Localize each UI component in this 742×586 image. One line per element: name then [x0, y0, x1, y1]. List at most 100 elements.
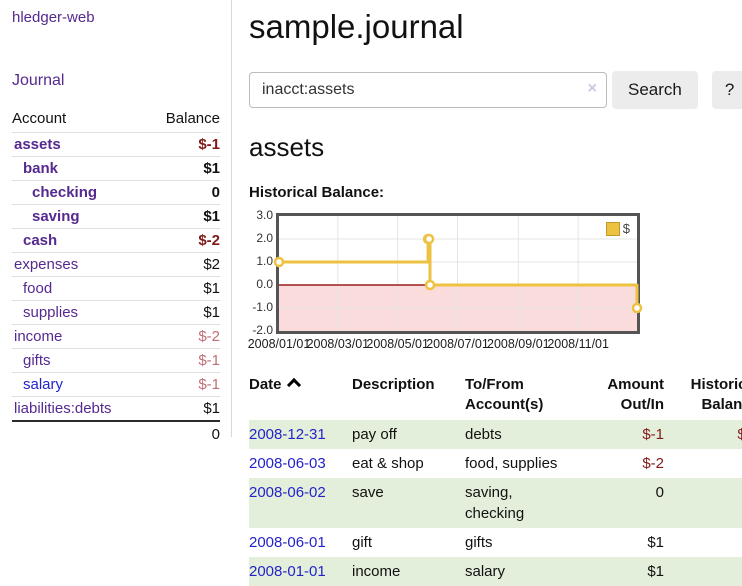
transaction-amount: $-1 [642, 426, 664, 443]
account-link-liabilities-debts[interactable]: liabilities:debts [14, 400, 112, 417]
account-row: liabilities:debts $1 [12, 396, 220, 421]
transaction-date-link[interactable]: 2008-06-02 [249, 484, 326, 501]
register-header-historical-balance: Historical Balance [664, 373, 742, 420]
account-link-bank[interactable]: bank [23, 160, 59, 177]
transaction-accounts: saving, checking [465, 478, 585, 528]
account-row: food $1 [12, 276, 220, 301]
account-link-supplies[interactable]: supplies [23, 304, 79, 321]
accounts-table: Account Balance assets $-1 bank $1 checking 0… [12, 107, 220, 447]
register-header-date[interactable]: Date [249, 373, 352, 420]
account-row: supplies $1 [12, 300, 220, 325]
transaction-description: gift [352, 534, 373, 551]
account-balance: $1 [146, 300, 220, 325]
account-name: debts [465, 426, 502, 443]
clear-search-icon[interactable]: × [587, 80, 597, 97]
account-link-assets[interactable]: assets [14, 136, 61, 153]
account-balance: $-1 [146, 372, 220, 397]
transaction-date-link[interactable]: 2008-06-03 [249, 455, 326, 472]
search-button[interactable]: Search [612, 71, 698, 109]
transaction-accounts: debts [465, 420, 585, 449]
account-row: gifts $-1 [12, 348, 220, 373]
account-row: expenses $2 [12, 252, 220, 277]
account-row: income $-2 [12, 324, 220, 349]
transaction-description: pay off [352, 426, 397, 443]
sort-ascending-icon [286, 377, 301, 393]
y-axis-label: 1.0 [256, 254, 273, 268]
register-header-amount-out-in: Amount Out/In [585, 373, 664, 420]
transaction-amount: $-2 [642, 455, 664, 472]
sidebar: hledger-web Journal Account Balance asse… [0, 0, 232, 447]
chart-plot-area[interactable]: $ [273, 213, 643, 334]
account-balance: $-1 [146, 132, 220, 157]
transaction-amount: $1 [647, 534, 664, 551]
x-axis-label: 2008/01/01 [247, 337, 311, 351]
account-heading: assets [249, 132, 325, 162]
accounts-header-account: Account [12, 110, 67, 127]
account-balance: $1 [146, 396, 220, 421]
account-name: checking [465, 505, 525, 522]
transaction-balance: 0 [664, 449, 742, 478]
transaction-balance: $2 [664, 528, 742, 557]
x-axis-label: 2008/05/01 [366, 337, 429, 351]
x-axis-label: 2008/09/01 [487, 337, 550, 351]
account-link-salary[interactable]: salary [23, 376, 64, 393]
account-link-gifts[interactable]: gifts [23, 352, 51, 369]
account-link-checking[interactable]: checking [32, 184, 98, 201]
transaction-amount: 0 [655, 484, 664, 501]
y-axis-label: 2.0 [256, 231, 273, 245]
transaction-accounts: gifts [465, 528, 585, 557]
transaction-date-link[interactable]: 2008-12-31 [249, 426, 326, 443]
account-name: food, [465, 455, 499, 472]
account-link-saving[interactable]: saving [32, 208, 80, 225]
brand-link[interactable]: hledger-web [12, 9, 95, 26]
register-header-to-from-account-s-: To/From Account(s) [465, 373, 585, 420]
page-title: sample.journal [249, 8, 464, 45]
account-balance: $1 [146, 276, 220, 301]
historical-balance-chart: 3.0 2.0 1.0 0.0 -1.0 -2.0 2008/01/01 2008/03/01… [247, 208, 709, 356]
account-link-expenses[interactable]: expenses [14, 256, 79, 273]
account-balance: $1 [146, 204, 220, 229]
transaction-date-link[interactable]: 2008-01-01 [249, 563, 326, 580]
transaction-row: 2008-06-01 gift gifts $1$2 [249, 528, 742, 557]
help-button[interactable]: ? [711, 71, 742, 109]
register-header-description: Description [352, 373, 465, 420]
account-balance: $-2 [146, 324, 220, 349]
account-row: assets $-1 [12, 132, 220, 157]
search-input[interactable] [249, 72, 607, 108]
account-name: supplies [502, 455, 558, 472]
register-header-row: Date Description To/From Account(s) Amount … [249, 373, 742, 420]
legend-swatch [605, 221, 620, 236]
transaction-amount: $1 [647, 563, 664, 580]
transaction-row: 2008-06-03 eat & shop food,supplies $-20 [249, 449, 742, 478]
accounts-total-value: 0 [146, 420, 220, 447]
transaction-balance: $2 [664, 478, 742, 528]
transaction-date-link[interactable]: 2008-06-01 [249, 534, 326, 551]
y-axis-label: -2.0 [252, 323, 273, 337]
transaction-description: eat & shop [352, 455, 424, 472]
account-row: saving $1 [12, 204, 220, 229]
account-balance: $2 [146, 252, 220, 277]
register-table: Date Description To/From Account(s) Amount … [249, 373, 742, 586]
account-row: checking 0 [12, 180, 220, 205]
account-balance: 0 [146, 180, 220, 205]
sidebar-item-journal[interactable]: Journal [12, 72, 65, 89]
transaction-accounts: salary [465, 557, 585, 586]
transaction-description: income [352, 563, 401, 580]
y-axis-label: -1.0 [252, 300, 273, 314]
column-label: Description [352, 376, 435, 393]
account-link-income[interactable]: income [14, 328, 63, 345]
accounts-total-row: 0 [12, 420, 220, 447]
x-axis-label: 2008/11/01 [547, 337, 609, 351]
account-link-cash[interactable]: cash [23, 232, 58, 249]
accounts-total-spacer [12, 420, 147, 447]
x-axis-label: 2008/07/01 [426, 337, 489, 351]
column-label: To/From Account(s) [465, 376, 544, 413]
account-link-food[interactable]: food [23, 280, 53, 297]
account-row: cash $-2 [12, 228, 220, 253]
accounts-header-balance: Balance [165, 110, 220, 127]
accounts-header-row: Account Balance [12, 107, 220, 133]
column-label: Date [249, 376, 282, 393]
chart-title: Historical Balance: [249, 184, 385, 201]
